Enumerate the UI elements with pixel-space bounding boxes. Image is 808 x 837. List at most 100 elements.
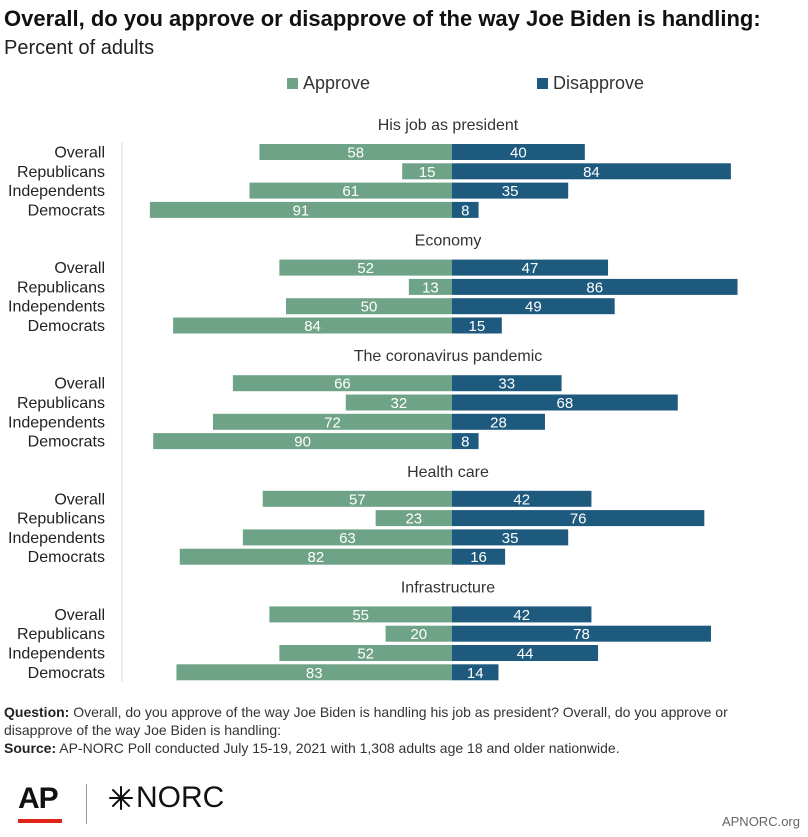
row-label: Republicans xyxy=(17,626,105,643)
disapprove-bar xyxy=(452,606,592,623)
approve-value-label: 90 xyxy=(294,434,311,451)
approve-bar xyxy=(176,664,452,681)
disapprove-value-label: 42 xyxy=(513,491,530,508)
disapprove-value-label: 33 xyxy=(498,376,515,393)
approve-bar xyxy=(345,394,452,411)
ap-logo-underline xyxy=(18,819,62,823)
disapprove-value-label: 68 xyxy=(557,395,574,412)
approve-bar xyxy=(179,548,452,565)
disapprove-value-label: 78 xyxy=(573,626,590,643)
approve-bar xyxy=(279,645,452,661)
logo-divider xyxy=(86,784,87,824)
approve-value-label: 52 xyxy=(357,646,374,663)
approve-value-label: 20 xyxy=(410,626,427,643)
row-label: Democrats xyxy=(28,434,105,451)
chart-notes: Question: Overall, do you approve of the… xyxy=(4,703,800,757)
disapprove-bar xyxy=(452,625,711,642)
row-label: Democrats xyxy=(28,202,105,219)
legend-swatch-disapprove xyxy=(537,78,548,89)
approve-bar xyxy=(385,625,452,642)
approve-value-label: 91 xyxy=(293,202,310,219)
question-label: Question: xyxy=(4,704,70,720)
approve-bar xyxy=(286,298,452,315)
approve-value-label: 63 xyxy=(339,530,356,547)
approve-bar xyxy=(232,375,452,392)
disapprove-value-label: 8 xyxy=(461,434,469,451)
group-title: Infrastructure xyxy=(401,579,495,596)
group-title: Health care xyxy=(407,464,489,481)
legend-item-disapprove: Disapprove xyxy=(537,73,644,94)
row-label: Independents xyxy=(8,183,105,200)
disapprove-value-label: 86 xyxy=(586,279,603,296)
approve-bar xyxy=(408,278,452,295)
disapprove-value-label: 44 xyxy=(517,646,534,663)
approve-value-label: 72 xyxy=(324,414,341,431)
source-label: Source: xyxy=(4,740,57,756)
legend-label-approve: Approve xyxy=(303,73,371,93)
group-title: Economy xyxy=(415,233,482,250)
row-label: Overall xyxy=(54,376,105,393)
row-label: Republicans xyxy=(17,164,105,181)
row-label: Democrats xyxy=(28,665,105,682)
disapprove-bar xyxy=(452,664,499,681)
diverging-bar-chart: His job as president Overall 58 40 Republica… xyxy=(8,117,738,682)
question-note: Question: Overall, do you approve of the… xyxy=(4,703,800,739)
legend: Approve Disapprove xyxy=(0,73,808,95)
approve-value-label: 61 xyxy=(342,183,359,200)
row-label: Independents xyxy=(8,530,105,547)
disapprove-bar xyxy=(452,182,569,199)
approve-value-label: 55 xyxy=(352,607,369,624)
approve-bar xyxy=(259,144,452,160)
approve-value-label: 83 xyxy=(306,665,323,682)
disapprove-value-label: 40 xyxy=(510,145,527,162)
approve-bar xyxy=(153,433,452,450)
approve-value-label: 15 xyxy=(419,164,436,181)
approve-bar xyxy=(149,201,452,218)
row-label: Independents xyxy=(8,646,105,663)
disapprove-bar xyxy=(452,375,562,392)
disapprove-value-label: 49 xyxy=(525,299,542,316)
disapprove-bar xyxy=(452,413,545,430)
approve-bar xyxy=(375,510,452,527)
disapprove-value-label: 47 xyxy=(522,260,539,277)
approve-value-label: 32 xyxy=(391,395,408,412)
approve-value-label: 52 xyxy=(357,260,374,277)
row-label: Overall xyxy=(54,145,105,162)
source-text: AP-NORC Poll conducted July 15-19, 2021 … xyxy=(59,740,620,756)
group-title: The coronavirus pandemic xyxy=(354,348,543,365)
approve-bar xyxy=(249,182,452,199)
group-title: His job as president xyxy=(378,117,519,134)
disapprove-bar xyxy=(452,163,731,180)
approve-bar xyxy=(402,163,452,180)
row-label: Democrats xyxy=(28,318,105,335)
row-label: Independents xyxy=(8,299,105,316)
disapprove-bar xyxy=(452,433,479,450)
approve-value-label: 23 xyxy=(405,511,422,528)
disapprove-value-label: 35 xyxy=(502,530,519,547)
disapprove-value-label: 16 xyxy=(470,549,487,566)
chart-subtitle: Percent of adults xyxy=(4,37,155,59)
approve-bar xyxy=(242,529,452,546)
approve-value-label: 82 xyxy=(308,549,325,566)
row-label: Democrats xyxy=(28,549,105,566)
approve-value-label: 57 xyxy=(349,491,366,508)
chart-title: Overall, do you approve or disapprove of… xyxy=(4,6,761,31)
legend-swatch-approve xyxy=(287,78,298,89)
source-note: Source: AP-NORC Poll conducted July 15-1… xyxy=(4,739,800,757)
norc-logo-text: NORC xyxy=(136,781,225,814)
norc-star-icon xyxy=(109,786,133,810)
approve-value-label: 13 xyxy=(422,279,439,296)
approve-bar xyxy=(269,606,452,623)
row-label: Overall xyxy=(54,491,105,508)
disapprove-value-label: 8 xyxy=(461,202,469,219)
row-label: Republicans xyxy=(17,511,105,528)
disapprove-value-label: 15 xyxy=(469,318,486,335)
disapprove-bar xyxy=(452,490,592,507)
row-label: Republicans xyxy=(17,279,105,296)
norc-logo: NORC xyxy=(108,781,224,815)
row-label: Republicans xyxy=(17,395,105,412)
disapprove-bar xyxy=(452,317,502,334)
row-label: Overall xyxy=(54,260,105,277)
disapprove-bar xyxy=(452,144,585,160)
row-label: Independents xyxy=(8,414,105,431)
